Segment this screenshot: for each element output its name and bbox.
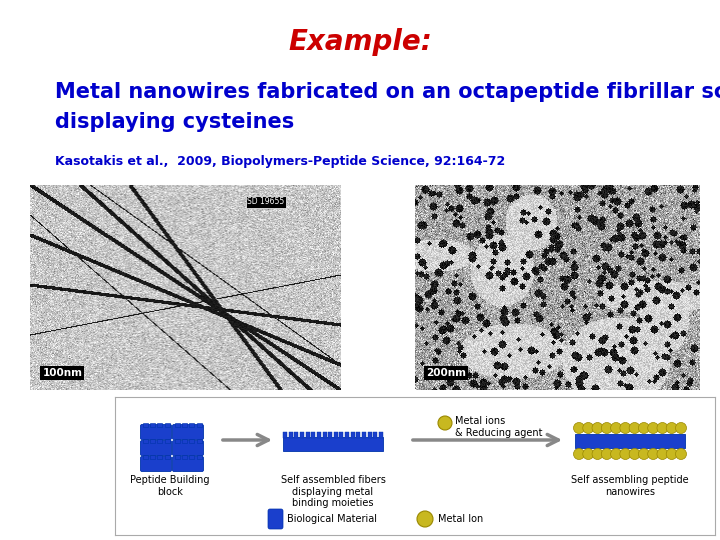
Circle shape — [438, 416, 452, 430]
Bar — [374, 431, 377, 437]
Bar — [164, 438, 169, 442]
Bar — [356, 431, 361, 437]
Circle shape — [639, 449, 649, 460]
Circle shape — [639, 422, 649, 434]
Circle shape — [620, 449, 631, 460]
Text: Metal ions
& Reducing agent: Metal ions & Reducing agent — [455, 416, 542, 437]
Circle shape — [620, 422, 631, 434]
Bar — [182, 438, 186, 442]
Bar — [362, 431, 366, 437]
Text: Example:: Example: — [288, 28, 432, 56]
FancyBboxPatch shape — [173, 441, 204, 456]
Bar — [189, 422, 194, 427]
Bar — [164, 455, 169, 458]
Circle shape — [582, 449, 594, 460]
Bar — [157, 422, 162, 427]
Circle shape — [574, 449, 585, 460]
FancyBboxPatch shape — [173, 424, 204, 440]
Bar — [150, 422, 155, 427]
Bar — [182, 455, 186, 458]
Bar — [368, 431, 372, 437]
Bar — [164, 422, 169, 427]
Circle shape — [675, 422, 686, 434]
FancyBboxPatch shape — [140, 456, 171, 471]
Text: displaying cysteines: displaying cysteines — [55, 112, 294, 132]
Bar — [174, 422, 179, 427]
Bar — [143, 422, 148, 427]
Bar — [143, 455, 148, 458]
Circle shape — [601, 422, 612, 434]
Bar — [323, 431, 327, 437]
Circle shape — [611, 449, 621, 460]
Circle shape — [657, 422, 668, 434]
Bar — [351, 431, 355, 437]
Text: Self assembling peptide
nanowires: Self assembling peptide nanowires — [571, 475, 689, 497]
Bar — [283, 437, 383, 451]
Circle shape — [592, 449, 603, 460]
Circle shape — [666, 449, 678, 460]
Bar — [157, 455, 162, 458]
Bar — [174, 438, 179, 442]
FancyBboxPatch shape — [140, 441, 171, 456]
Bar — [311, 431, 315, 437]
Bar — [317, 431, 321, 437]
Bar — [150, 455, 155, 458]
Circle shape — [601, 449, 612, 460]
Text: Metal Ion: Metal Ion — [438, 514, 483, 524]
Circle shape — [417, 511, 433, 527]
Circle shape — [582, 422, 594, 434]
Bar — [197, 455, 202, 458]
Circle shape — [648, 422, 659, 434]
Bar — [328, 431, 332, 437]
FancyBboxPatch shape — [140, 424, 171, 440]
FancyBboxPatch shape — [173, 456, 204, 471]
Bar — [150, 438, 155, 442]
Circle shape — [629, 449, 640, 460]
Circle shape — [629, 422, 640, 434]
Bar — [157, 438, 162, 442]
Bar — [174, 455, 179, 458]
Circle shape — [592, 422, 603, 434]
Bar — [339, 431, 343, 437]
Bar — [294, 431, 298, 437]
Bar — [300, 431, 304, 437]
Circle shape — [657, 449, 668, 460]
Bar — [189, 455, 194, 458]
Circle shape — [666, 422, 678, 434]
Bar — [289, 431, 292, 437]
Bar — [182, 422, 186, 427]
Bar — [334, 431, 338, 437]
Bar — [345, 431, 349, 437]
Text: SD 19655: SD 19655 — [247, 197, 284, 206]
Bar — [379, 431, 383, 437]
Bar — [197, 422, 202, 427]
Bar — [197, 438, 202, 442]
Text: Biological Material: Biological Material — [287, 514, 377, 524]
Bar — [283, 431, 287, 437]
Circle shape — [648, 449, 659, 460]
Bar — [305, 431, 310, 437]
Text: Metal nanowires fabricated on an octapeptide fibrillar scaffold: Metal nanowires fabricated on an octapep… — [55, 82, 720, 102]
Circle shape — [574, 422, 585, 434]
Bar — [143, 438, 148, 442]
Bar — [189, 438, 194, 442]
Text: 200nm: 200nm — [426, 368, 467, 377]
Circle shape — [611, 422, 621, 434]
Text: 100nm: 100nm — [42, 368, 82, 377]
Text: Self assembled fibers
displaying metal
binding moieties: Self assembled fibers displaying metal b… — [281, 475, 385, 508]
Text: Peptide Building
block: Peptide Building block — [130, 475, 210, 497]
Bar — [575, 434, 685, 448]
Circle shape — [675, 449, 686, 460]
Text: Kasotakis et al.,  2009, Biopolymers-Peptide Science, 92:164-72: Kasotakis et al., 2009, Biopolymers-Pept… — [55, 155, 505, 168]
FancyBboxPatch shape — [268, 509, 283, 529]
